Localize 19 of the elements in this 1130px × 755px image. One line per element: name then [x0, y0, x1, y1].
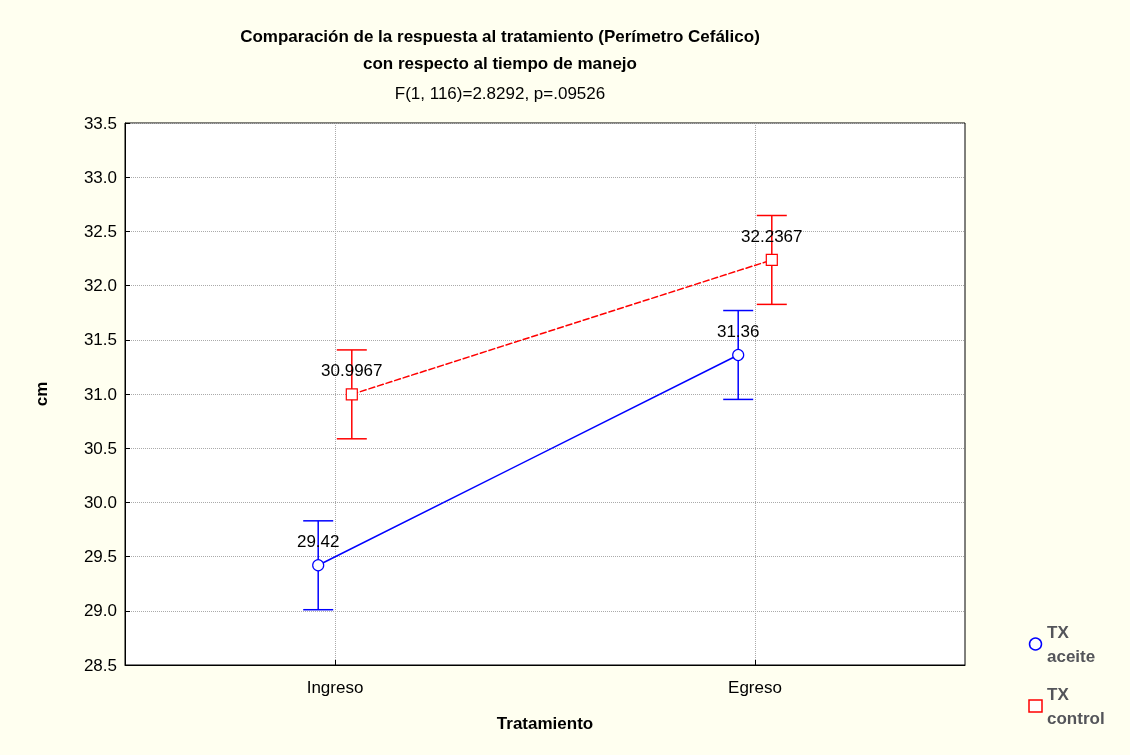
legend-label: TX control	[1047, 684, 1105, 728]
y-axis-title: cm	[32, 381, 51, 407]
x-tick-label: Egreso	[728, 678, 782, 697]
legend-label: TX aceite	[1047, 622, 1096, 666]
x-axis-title: Tratamiento	[496, 714, 594, 733]
y-tick-label: 32.5	[83, 221, 117, 241]
y-tick-label: 29.0	[83, 601, 117, 621]
chart-subtitle: F(1, 116)=2.8292, p=.09526	[394, 84, 606, 103]
y-tick-label: 33.0	[83, 167, 117, 187]
y-tick-label: 33.5	[83, 113, 117, 133]
y-tick-label: 29.5	[83, 547, 117, 567]
y-tick-label: 28.5	[83, 655, 117, 675]
y-tick-label: 30.0	[83, 492, 117, 512]
y-tick-label: 31.5	[83, 330, 117, 350]
y-tick-label: 31.0	[83, 384, 117, 404]
y-tick-label: 32.0	[83, 276, 117, 296]
chart-title: Comparación de la respuesta al tratamiento (Perímetro Cefálico) con respecto al tiempo de manejo	[240, 27, 760, 73]
x-tick-label: Ingreso	[306, 678, 364, 697]
y-tick-label: 30.5	[83, 438, 117, 458]
